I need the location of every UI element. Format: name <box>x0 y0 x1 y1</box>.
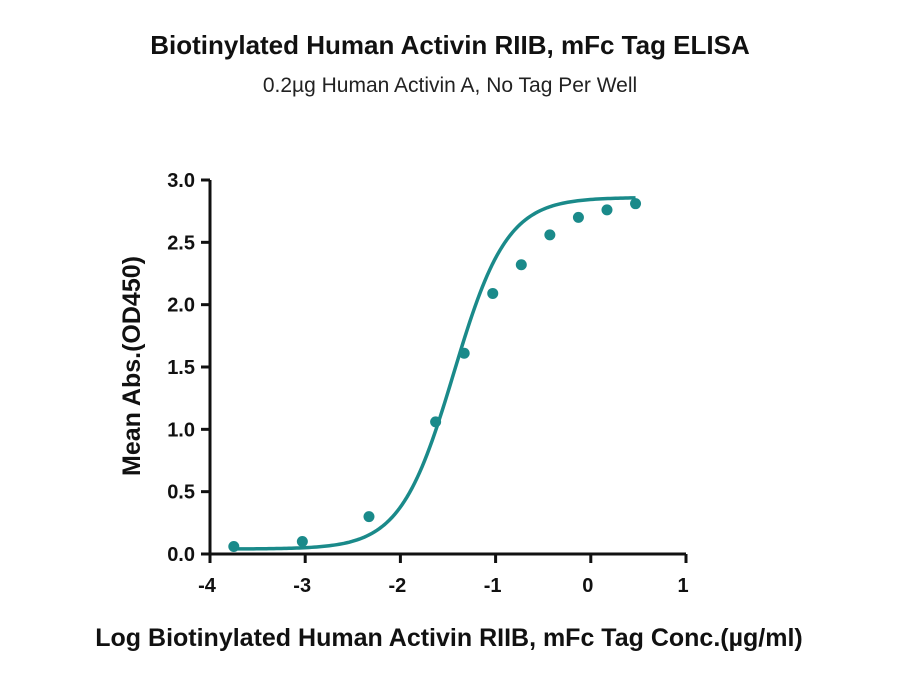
x-tick-label: -1 <box>484 575 502 597</box>
data-point <box>487 287 499 299</box>
data-point <box>458 347 470 359</box>
y-tick-label: 1.5 <box>167 357 195 379</box>
data-point <box>430 416 442 428</box>
y-axis-title: Mean Abs.(OD450) <box>118 256 146 476</box>
data-point <box>363 511 375 523</box>
y-tick-label: 2.0 <box>167 295 195 317</box>
data-points <box>228 198 642 553</box>
data-point <box>601 204 613 216</box>
fit-curve-layer <box>233 196 636 551</box>
data-point <box>228 541 240 553</box>
y-tick-label: 1.0 <box>167 419 195 441</box>
data-point <box>544 229 556 241</box>
y-tick-label: 0.5 <box>167 482 195 504</box>
x-tick-label: -4 <box>198 575 217 597</box>
y-tick-label: 0.0 <box>167 544 195 566</box>
x-tick-label: 1 <box>677 575 688 597</box>
y-tick-label: 3.0 <box>167 170 195 192</box>
fit-curve <box>233 196 636 551</box>
x-axis-title: Log Biotinylated Human Activin RIIB, mFc… <box>95 624 802 652</box>
chart-title: Biotinylated Human Activin RIIB, mFc Tag… <box>150 30 750 60</box>
x-tick-label: -2 <box>389 575 407 597</box>
data-point <box>296 536 308 548</box>
x-tick-label: -3 <box>293 575 311 597</box>
y-tick-label: 2.5 <box>167 232 195 254</box>
x-tick-label: 0 <box>582 575 593 597</box>
data-point <box>515 259 527 271</box>
data-point <box>630 198 642 210</box>
chart-subtitle: 0.2µg Human Activin A, No Tag Per Well <box>262 74 638 97</box>
data-point <box>572 211 584 223</box>
axes: 0.0 0.5 1.0 1.5 2.0 2.5 3.0 -4 -3 -2 -1 0 1 <box>167 170 688 597</box>
